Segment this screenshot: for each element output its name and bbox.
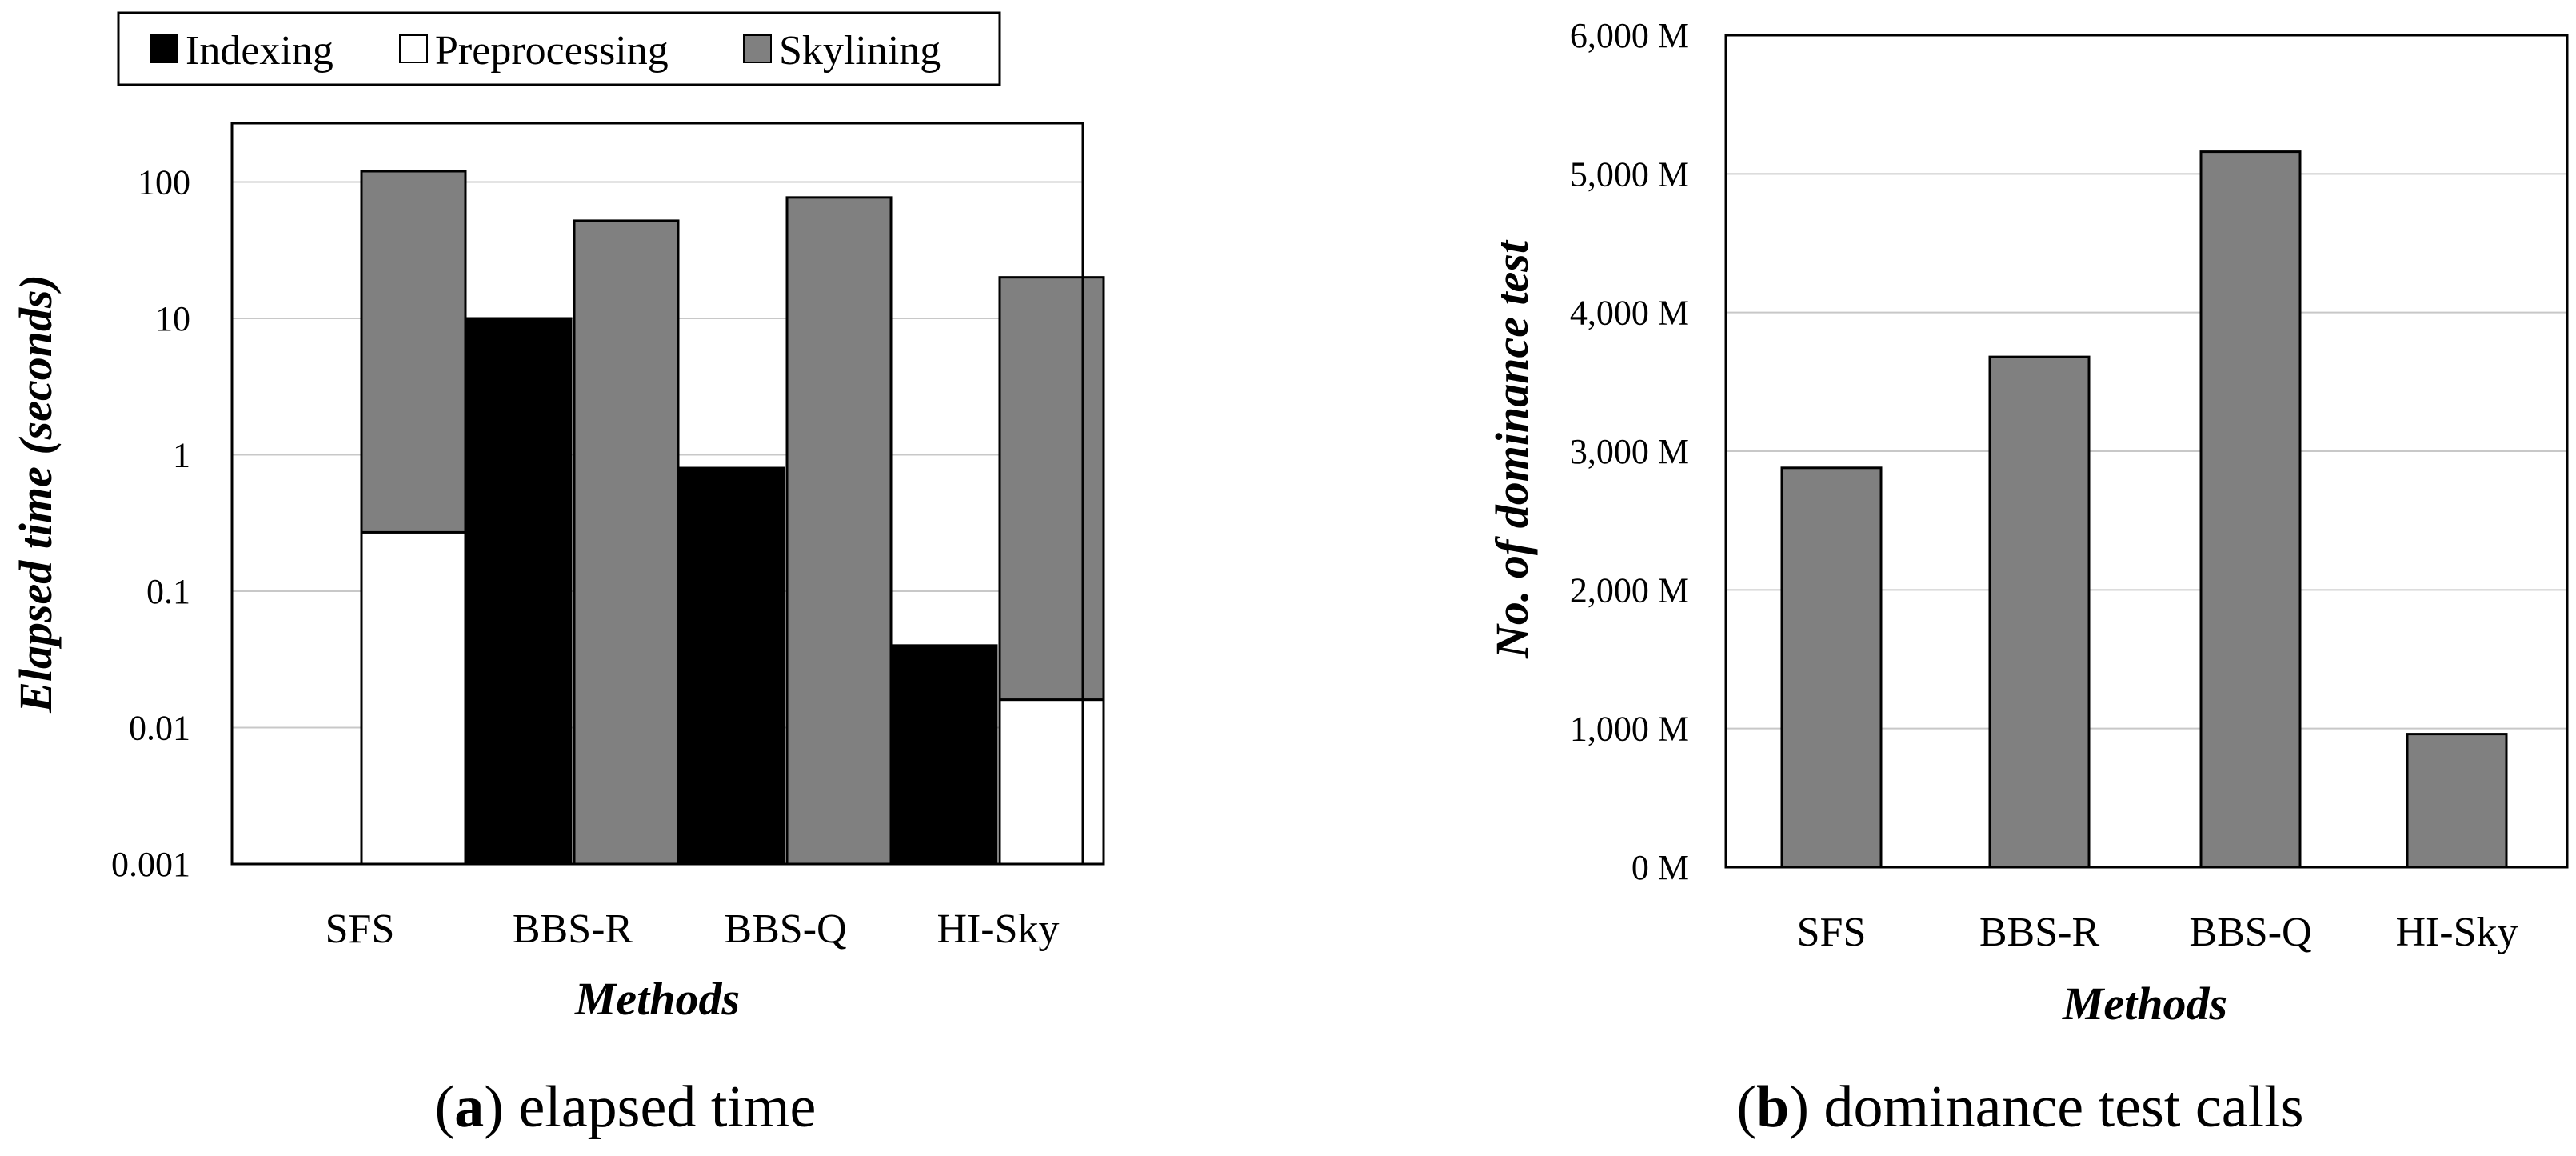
bar-skylining-bbs-q xyxy=(785,196,893,866)
chart-b-y-axis-title: No. of dominance test xyxy=(1486,239,1538,659)
chart-b-category-label: HI-Sky xyxy=(2395,910,2518,955)
chart-b-ytick-label: 6,000 M xyxy=(1570,16,1689,55)
chart-b-category-label: SFS xyxy=(1797,910,1867,955)
chart-a-caption-text: elapsed time xyxy=(518,1074,816,1140)
chart-a-ytick-label: 0.1 xyxy=(146,572,190,611)
chart-a-x-axis-title: Methods xyxy=(574,973,740,1025)
chart-a-ytick-label: 1 xyxy=(173,436,190,475)
chart-a-category-label: SFS xyxy=(325,906,395,952)
chart-a-ytick-label: 100 xyxy=(138,163,190,202)
chart-b-caption-letter: b xyxy=(1756,1074,1789,1140)
chart-a-bars xyxy=(360,170,1105,866)
chart-b-ytick-label: 0 M xyxy=(1631,848,1689,887)
bar-dominance-hi-sky xyxy=(2406,733,2508,869)
chart-b-ytick-label: 4,000 M xyxy=(1570,294,1689,333)
chart-a-ytick-label: 0.01 xyxy=(129,709,190,748)
bar-dominance-sfs xyxy=(1780,466,1883,869)
chart-b-ytick-label: 5,000 M xyxy=(1570,154,1689,194)
chart-a-caption-letter: a xyxy=(454,1074,484,1140)
bar-dominance-bbs-r xyxy=(1988,355,2091,869)
chart-b-caption: (b) dominance test calls xyxy=(1737,1074,2304,1140)
chart-b-ytick-label: 1,000 M xyxy=(1570,710,1689,749)
chart-b-ytick-label: 3,000 M xyxy=(1570,432,1689,471)
chart-a-category-label: BBS-R xyxy=(513,906,633,952)
chart-a-category-label: HI-Sky xyxy=(937,906,1059,952)
chart-b-plot-frame xyxy=(1724,34,2569,869)
bar-indexing-bbs-r xyxy=(465,317,573,866)
chart-a-ytick-label: 0.001 xyxy=(111,845,190,884)
bar-indexing-bbs-q xyxy=(678,466,785,866)
bar-skylining-bbs-r xyxy=(573,219,680,866)
chart-b-caption-text: dominance test calls xyxy=(1823,1074,2303,1140)
bar-preprocessing-sfs xyxy=(360,530,467,866)
chart-a-caption: (a) elapsed time xyxy=(435,1074,817,1140)
legend-swatch-indexing xyxy=(150,34,178,63)
legend-swatch-preprocessing xyxy=(399,34,428,63)
chart-b-ytick-label: 2,000 M xyxy=(1570,570,1689,610)
legend-label-preprocessing: Preprocessing xyxy=(435,28,669,74)
bar-skylining-sfs xyxy=(360,170,467,534)
chart-b: 0 M 1,000 M 2,000 M 3,000 M 4,000 M 5,00… xyxy=(1486,16,2569,1140)
chart-a-y-axis-title: Elapsed time (seconds) xyxy=(10,274,62,714)
chart-a-category-label: BBS-Q xyxy=(724,906,846,952)
chart-a-plot-frame xyxy=(230,122,1084,866)
chart-b-category-label: BBS-Q xyxy=(2189,910,2311,955)
bar-preprocessing-hi-sky xyxy=(998,698,1105,866)
chart-b-x-axis-title: Methods xyxy=(2062,978,2227,1030)
bar-indexing-hi-sky xyxy=(891,644,998,866)
legend-box xyxy=(117,11,1001,86)
chart-a-ytick-label: 10 xyxy=(155,299,190,338)
legend-swatch-skylining xyxy=(743,34,772,63)
chart-b-bars xyxy=(1780,150,2508,869)
legend-label-indexing: Indexing xyxy=(186,28,333,74)
bar-skylining-hi-sky xyxy=(998,276,1105,702)
chart-a: Indexing Preprocessing Skylining 0.001 0… xyxy=(10,11,1105,1140)
legend-label-skylining: Skylining xyxy=(779,28,941,74)
bar-dominance-bbs-q xyxy=(2199,150,2302,869)
chart-b-category-label: BBS-R xyxy=(1979,910,2100,955)
